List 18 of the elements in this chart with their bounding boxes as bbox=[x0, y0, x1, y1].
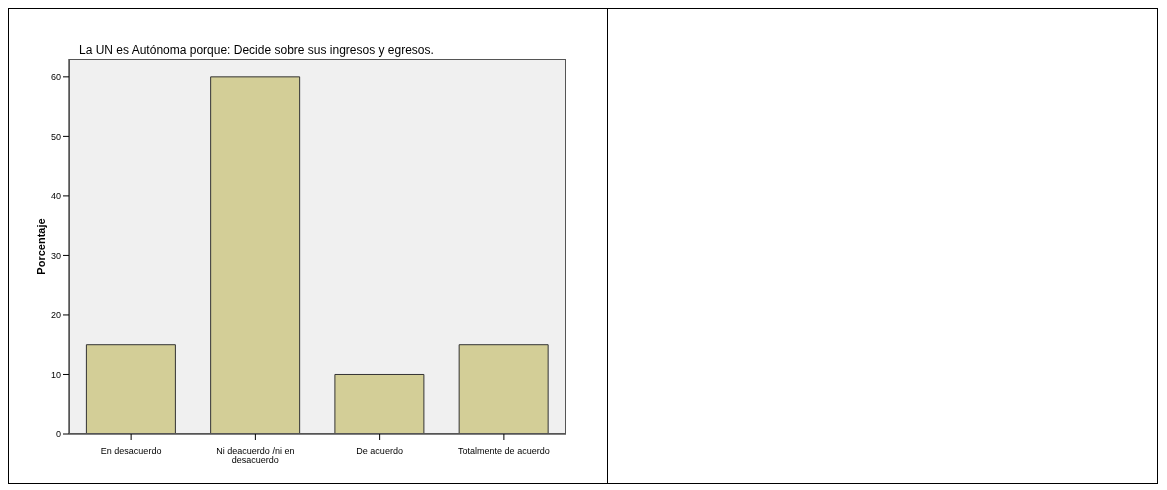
x-tick-label: De acuerdo bbox=[356, 446, 403, 456]
bar bbox=[210, 76, 301, 434]
y-tick-label: 60 bbox=[50, 72, 61, 83]
y-axis-title: Porcentaje bbox=[34, 218, 47, 275]
bar bbox=[85, 344, 176, 434]
x-tick-label: En desacuerdo bbox=[100, 446, 162, 456]
x-tick-label: Ni deacuerdo /ni en desacuerdo bbox=[216, 446, 295, 465]
bar bbox=[334, 373, 425, 434]
bar bbox=[458, 344, 549, 434]
y-tick-label: 50 bbox=[50, 131, 61, 142]
chart-title: La UN es Autónoma porque: Decide sobre sus ingresos y egresos. bbox=[79, 43, 434, 57]
y-tick-label: 30 bbox=[50, 250, 61, 261]
x-tick-label: Totalmente de acuerdo bbox=[458, 446, 550, 456]
y-tick-label: 10 bbox=[50, 369, 61, 380]
y-tick-label: 20 bbox=[50, 310, 61, 321]
y-tick-label: 0 bbox=[55, 429, 61, 440]
page-table: La UN es Autónoma porque: Decide sobre sus ingresos y egresos. En desacuerdo Ni deacuerdo /ni en desacuerdo De acuerdo Totalmente de acuerdo 0 10 20 30 40 50 60 Porcentaje bbox=[8, 8, 1158, 484]
y-tick-label: 40 bbox=[50, 191, 61, 202]
